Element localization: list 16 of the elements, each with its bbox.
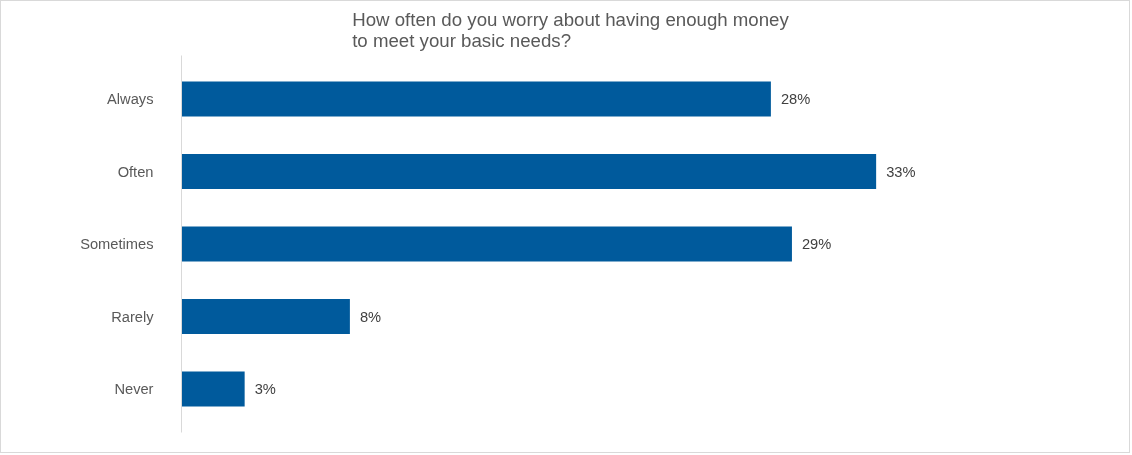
- bar: [181, 81, 771, 117]
- y-tick-label: Never: [114, 381, 154, 397]
- data-label: 3%: [254, 381, 276, 397]
- data-label: 29%: [801, 236, 832, 252]
- data-label: 28%: [780, 91, 811, 107]
- data-label: 8%: [359, 308, 382, 325]
- data-label: 33%: [886, 163, 916, 180]
- y-tick-label: Rarely: [111, 308, 155, 325]
- bar: [181, 371, 245, 407]
- y-tick-label: Always: [107, 91, 154, 107]
- y-tick-label: Often: [117, 163, 154, 180]
- y-tick-label: Sometimes: [80, 236, 154, 252]
- bar: [181, 226, 792, 262]
- bar: [181, 154, 877, 189]
- bar: [181, 299, 350, 334]
- chart-title: How often do you worry about having enough money to meet your basic needs?: [352, 8, 790, 51]
